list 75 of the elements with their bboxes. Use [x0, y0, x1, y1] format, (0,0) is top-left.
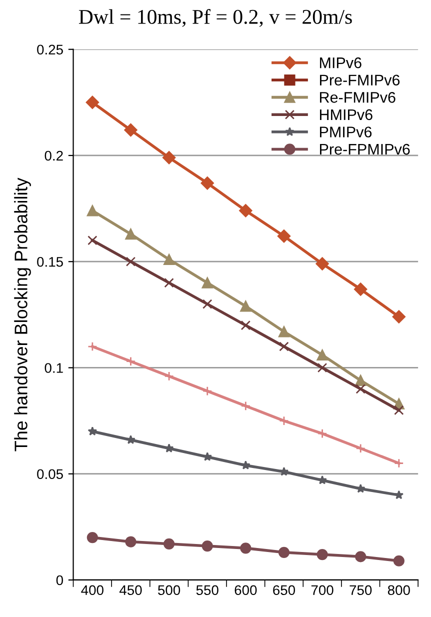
point	[88, 426, 98, 436]
point	[86, 96, 100, 110]
chart-title: Dwl = 10ms, Pf = 0.2, v = 20m/s	[78, 9, 352, 27]
x-tick-label: 650	[273, 585, 296, 596]
legend-label: MIPv6	[320, 57, 362, 68]
point	[279, 416, 289, 426]
x-tick-label: 400	[81, 585, 104, 596]
point	[278, 546, 290, 558]
point	[240, 300, 252, 312]
point	[277, 230, 291, 243]
point	[354, 282, 368, 296]
point	[200, 176, 214, 190]
point	[355, 374, 366, 386]
point	[394, 490, 404, 500]
y-tick-label: 0.25	[37, 44, 63, 55]
y-tick-label: 0	[56, 575, 64, 586]
point	[202, 277, 213, 288]
point	[164, 371, 174, 382]
y-tick-label: 0.05	[37, 469, 63, 480]
point	[356, 444, 366, 454]
x-tick-label: 450	[119, 585, 142, 596]
point	[355, 551, 366, 562]
point	[163, 538, 175, 550]
y-tick-label: 0.2	[44, 150, 63, 161]
point	[126, 356, 136, 366]
point	[279, 342, 289, 352]
y-axis-title: The handover Blocking Probability	[14, 178, 31, 452]
point	[317, 362, 328, 373]
point	[316, 349, 328, 361]
legend-label: Re-FMIPv6	[320, 92, 396, 103]
point	[394, 458, 404, 468]
y-tick-label: 0.15	[37, 256, 63, 267]
point	[162, 151, 176, 164]
point	[163, 254, 175, 266]
point	[202, 299, 212, 309]
x-tick-label: 500	[158, 585, 180, 596]
legend-label: PMIPv6	[320, 126, 372, 138]
x-tick-label: 550	[196, 585, 218, 596]
point	[240, 401, 251, 411]
point	[317, 428, 328, 438]
point	[394, 405, 404, 416]
point	[393, 555, 404, 566]
point	[239, 204, 252, 218]
point	[164, 278, 174, 288]
point	[241, 460, 250, 470]
point	[164, 444, 174, 452]
point	[88, 236, 98, 246]
point	[356, 384, 366, 394]
point	[278, 326, 290, 338]
point	[392, 310, 406, 324]
point	[316, 548, 328, 560]
point	[86, 205, 98, 216]
point	[279, 466, 289, 476]
point	[125, 536, 136, 548]
legend-label: Pre-FMIPv6	[320, 74, 400, 86]
point	[88, 342, 98, 352]
x-tick-label: 600	[234, 585, 257, 596]
point	[240, 542, 252, 554]
x-tick-label: 700	[311, 585, 334, 596]
point	[316, 257, 329, 270]
legend-label: HMIPv6	[320, 109, 372, 120]
point	[126, 256, 136, 266]
point	[86, 532, 98, 544]
point	[240, 320, 251, 330]
legend-label: Pre-FPMIPv6	[320, 144, 410, 155]
y-tick-label: 0.1	[44, 363, 63, 373]
point	[202, 452, 212, 461]
x-tick-label: 750	[350, 585, 372, 596]
point	[202, 386, 212, 396]
point	[356, 484, 366, 493]
point	[202, 540, 213, 552]
point	[125, 228, 136, 240]
point	[124, 123, 138, 137]
x-tick-label: 800	[388, 585, 410, 596]
point	[126, 435, 136, 444]
